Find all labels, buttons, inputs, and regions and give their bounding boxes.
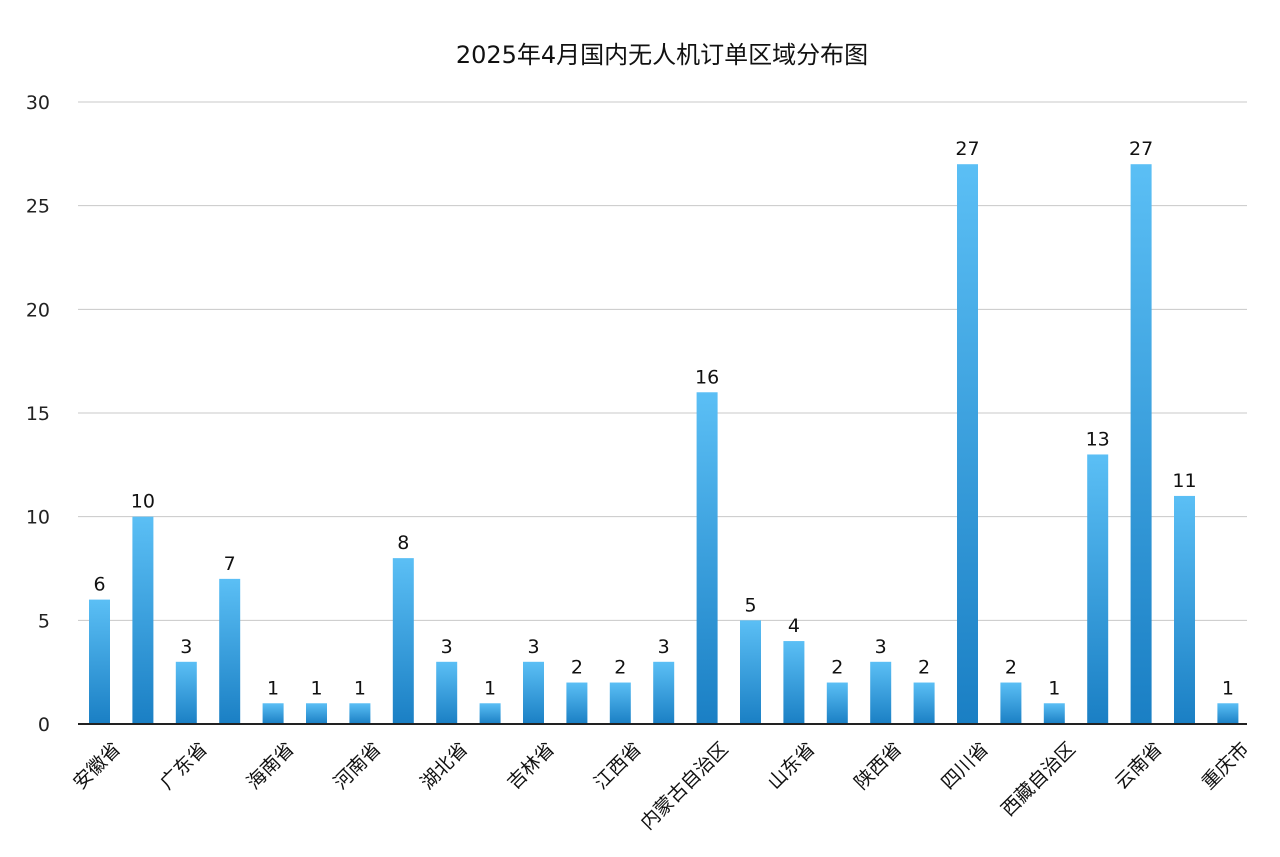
data-label: 2 <box>918 657 930 679</box>
gridlines <box>78 101 1247 621</box>
bar <box>392 558 414 724</box>
data-label: 4 <box>788 615 800 637</box>
data-label: 16 <box>695 366 719 388</box>
bars <box>89 164 1239 724</box>
bar <box>1130 164 1152 724</box>
bar <box>1217 703 1239 724</box>
x-tick-label: 西藏自治区 <box>997 738 1080 821</box>
bar <box>609 682 631 724</box>
x-tick-label: 重庆市 <box>1198 738 1254 794</box>
data-label: 3 <box>527 636 539 658</box>
data-label: 1 <box>1048 677 1060 699</box>
data-label: 2 <box>614 657 626 679</box>
data-label: 1 <box>354 677 366 699</box>
data-label: 3 <box>658 636 670 658</box>
data-label: 11 <box>1172 470 1196 492</box>
y-tick-label: 10 <box>26 507 50 529</box>
bar <box>957 164 978 724</box>
x-tick-label: 河南省 <box>330 738 386 794</box>
data-label: 1 <box>1222 677 1234 699</box>
x-tick-label: 安徽省 <box>69 738 125 794</box>
bar <box>436 661 458 724</box>
bar <box>740 620 761 724</box>
data-label: 27 <box>955 138 979 160</box>
data-label: 13 <box>1086 428 1110 450</box>
data-label: 2 <box>571 657 583 679</box>
bar <box>870 661 892 724</box>
x-tick-label: 湖北省 <box>416 738 472 794</box>
bar <box>523 661 544 724</box>
x-tick-label: 广东省 <box>156 738 212 794</box>
x-tick-label: 吉林省 <box>503 738 559 794</box>
y-tick-label: 20 <box>26 299 50 321</box>
data-label: 2 <box>831 657 843 679</box>
bar <box>219 578 241 724</box>
data-label: 3 <box>441 636 453 658</box>
data-label: 1 <box>310 677 322 699</box>
bar <box>306 703 327 724</box>
data-label: 1 <box>484 677 496 699</box>
x-tick-label: 陕西省 <box>850 738 906 794</box>
bar <box>566 682 588 724</box>
y-axis-ticks: 0 5 10 15 20 25 30 <box>26 92 50 736</box>
bar <box>1174 495 1195 724</box>
bar <box>826 682 848 724</box>
data-label: 10 <box>131 491 155 513</box>
x-tick-label: 江西省 <box>590 738 646 794</box>
data-label: 3 <box>875 636 887 658</box>
bar <box>349 703 371 724</box>
data-label: 3 <box>180 636 192 658</box>
x-tick-label: 四川省 <box>937 738 993 794</box>
bar <box>132 516 154 724</box>
x-tick-label: 内蒙古自治区 <box>636 738 732 834</box>
bar <box>262 703 284 724</box>
y-tick-label: 0 <box>38 714 50 736</box>
data-label: 5 <box>744 594 756 616</box>
data-label: 6 <box>93 574 105 596</box>
y-tick-label: 5 <box>38 610 50 632</box>
bar <box>1043 703 1065 724</box>
bar <box>1087 454 1109 724</box>
data-label: 27 <box>1129 138 1153 160</box>
bar <box>783 641 805 724</box>
bar <box>479 703 501 724</box>
x-tick-label: 山东省 <box>764 738 820 794</box>
bar <box>175 661 197 724</box>
data-label: 1 <box>267 677 279 699</box>
data-label: 8 <box>397 532 409 554</box>
x-tick-label: 海南省 <box>243 738 299 794</box>
bar <box>913 682 935 724</box>
bar <box>653 661 675 724</box>
y-tick-label: 25 <box>26 196 50 218</box>
bar <box>89 599 110 724</box>
bar <box>1000 682 1022 724</box>
data-label: 2 <box>1005 657 1017 679</box>
chart-title: 2025年4月国内无人机订单区域分布图 <box>456 41 868 69</box>
data-label: 7 <box>224 553 236 575</box>
bar <box>696 392 718 724</box>
x-tick-label: 云南省 <box>1111 738 1167 794</box>
y-tick-label: 30 <box>26 92 50 114</box>
y-tick-label: 15 <box>26 403 50 425</box>
